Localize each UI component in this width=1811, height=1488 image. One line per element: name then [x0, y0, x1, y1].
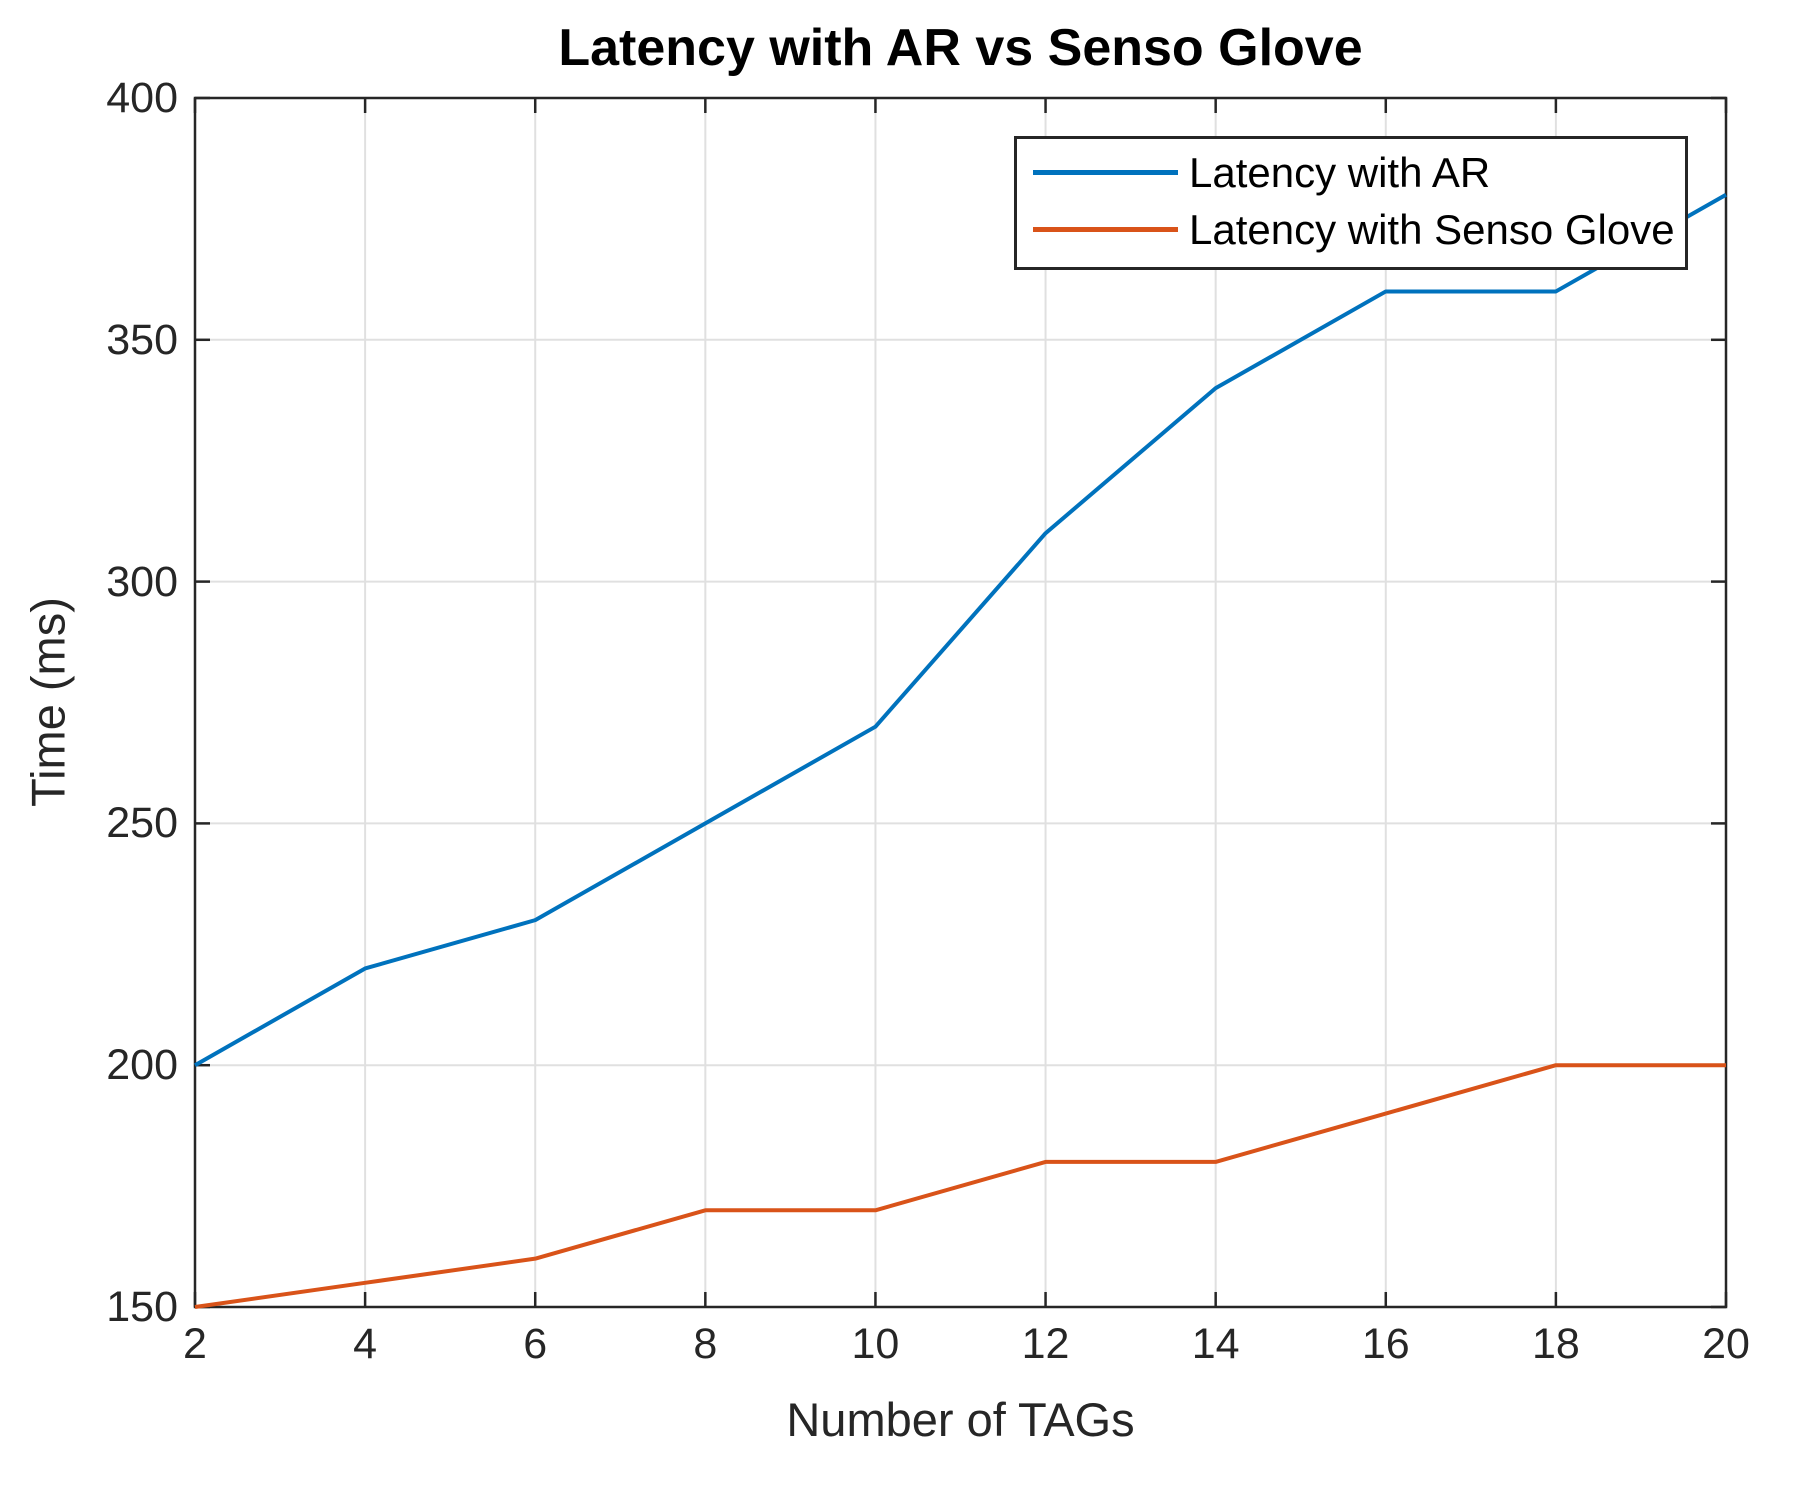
x-tick-label: 4 [353, 1320, 378, 1368]
x-tick-label: 12 [1021, 1320, 1070, 1368]
axis-box [193, 96, 1728, 1309]
x-tick-label: 8 [693, 1320, 718, 1368]
legend: Latency with AR Latency with Senso Glove [1014, 136, 1688, 270]
x-tick-label: 2 [183, 1320, 207, 1368]
y-tick-label: 300 [106, 557, 178, 606]
legend-line-sample-senso [1033, 227, 1178, 232]
y-tick-label: 250 [106, 799, 178, 848]
chart-title: Latency with AR vs Senso Glove [558, 19, 1363, 77]
x-tick-label: 6 [523, 1320, 548, 1368]
y-tick-label: 150 [106, 1283, 178, 1331]
x-tick-label: 16 [1361, 1320, 1410, 1368]
y-tick-label: 200 [106, 1041, 178, 1090]
legend-label-senso: Latency with Senso Glove [1189, 205, 1675, 253]
y-tick-label: 350 [106, 315, 178, 364]
y-axis-label: Time (ms) [21, 597, 75, 807]
x-axis-label: Number of TAGs [786, 1393, 1135, 1446]
series-line-1 [194, 1063, 1726, 1309]
x-tick-label: 18 [1531, 1320, 1580, 1368]
x-tick-label: 10 [851, 1320, 900, 1368]
x-tick-label: 14 [1191, 1320, 1240, 1368]
legend-label-ar: Latency with AR [1189, 148, 1491, 196]
y-tick-label: 400 [106, 74, 178, 122]
legend-line-sample-ar [1033, 170, 1178, 175]
series-line-0 [194, 192, 1727, 1067]
legend-item-ar: Latency with AR [1017, 144, 1685, 201]
legend-item-senso: Latency with Senso Glove [1017, 201, 1685, 258]
x-tick-label: 20 [1702, 1320, 1750, 1368]
